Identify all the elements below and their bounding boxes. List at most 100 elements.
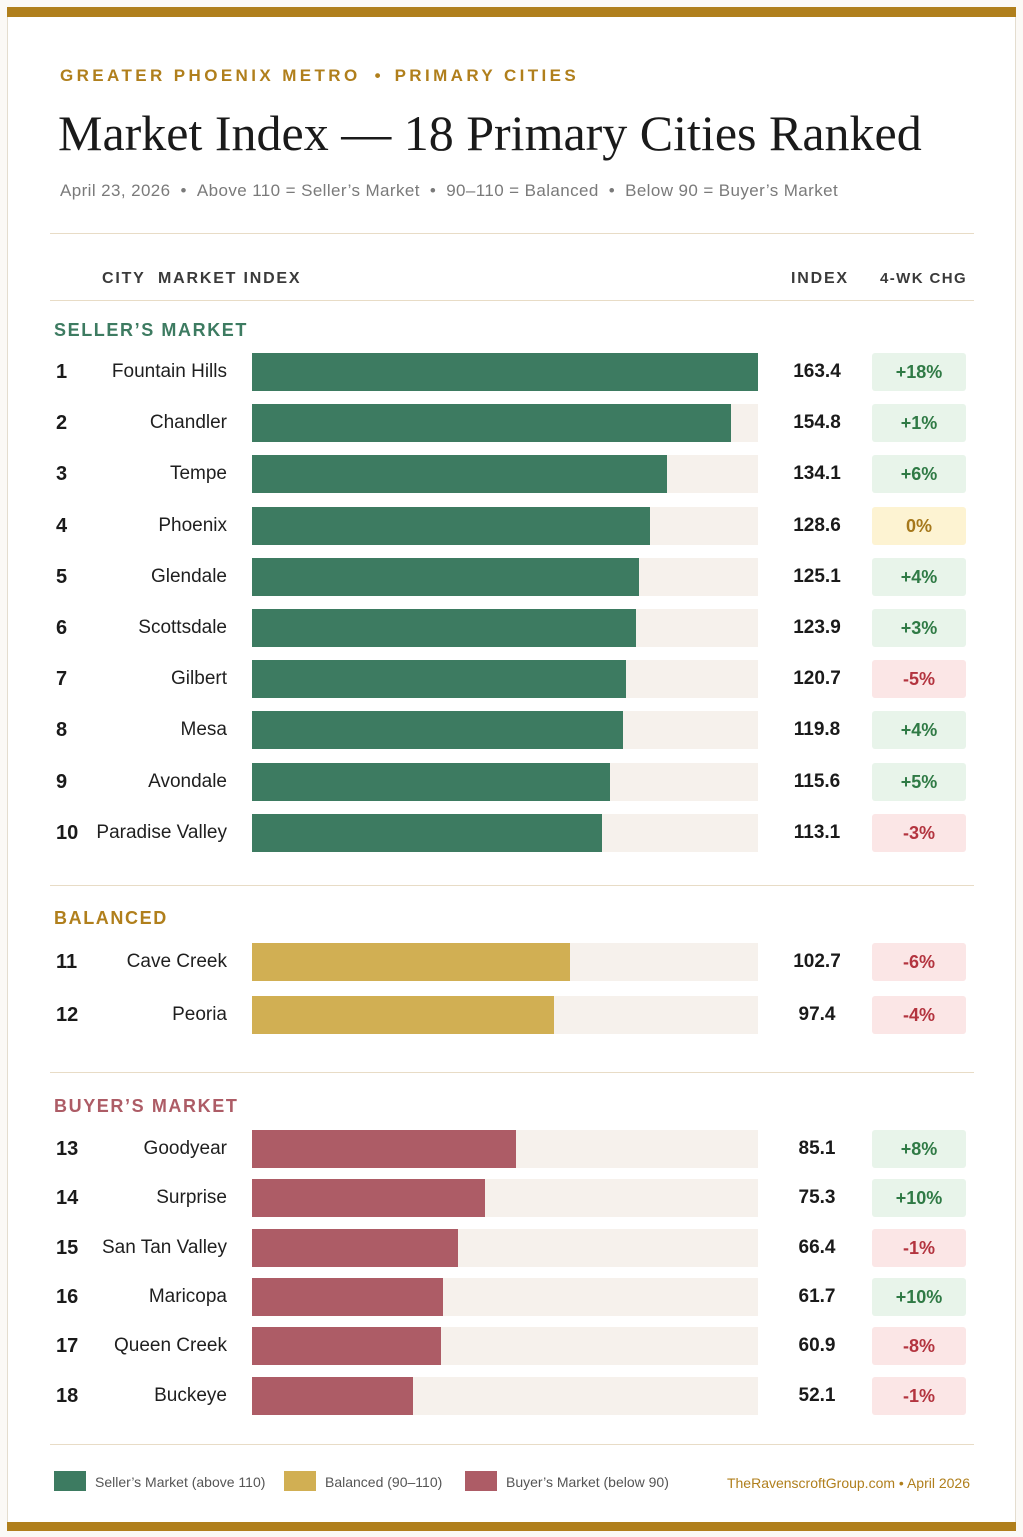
section-label-buyer: BUYER’S MARKET: [54, 1096, 239, 1116]
bottom-accent-bar: [7, 1522, 1016, 1531]
section-divider: [50, 1072, 974, 1073]
index-value: 125.1: [793, 565, 841, 587]
bar-buyer: [252, 1277, 443, 1316]
city-label: Phoenix: [158, 514, 227, 536]
index-value: 120.7: [793, 668, 841, 690]
bar-track: [252, 1376, 758, 1415]
rank-label: 6: [56, 617, 68, 639]
bar-buyer: [252, 1130, 516, 1168]
legend-swatch-seller: [54, 1471, 86, 1491]
subtitle-seller-rule: Above 110 = Seller’s Market: [196, 181, 420, 200]
bar-track: [252, 1179, 758, 1218]
city-label: Queen Creek: [113, 1335, 227, 1357]
city-label: Fountain Hills: [111, 361, 227, 382]
table-row: 13 Goodyear 85.1 +8%: [0, 1130, 1023, 1168]
bar-track: [252, 943, 758, 981]
subtitle-date: April 23, 2026: [60, 181, 171, 200]
column-header-index: INDEX: [791, 270, 849, 287]
city-label: Mesa: [180, 719, 227, 741]
city-label: Cave Creek: [126, 951, 227, 972]
table-row: 18 Buckeye 52.1 -1%: [0, 1376, 1023, 1415]
footer-site: TheRavenscroftGroup.com: [726, 1475, 896, 1491]
footer-credit: TheRavenscroftGroup.com • April 2026: [727, 1475, 970, 1491]
index-value: 123.9: [793, 617, 841, 638]
table-row: 6 Scottsdale 123.9 +3%: [0, 609, 1023, 647]
table-row: 17 Queen Creek 60.9 -8%: [0, 1327, 1023, 1366]
index-value: 60.9: [798, 1335, 836, 1357]
rank-label: 18: [56, 1384, 79, 1407]
legend-label-seller: Seller’s Market (above 110): [95, 1474, 266, 1490]
subtitle-separator: •: [429, 181, 437, 200]
rank-label: 16: [56, 1285, 79, 1308]
bar-seller: [252, 404, 731, 443]
legend-swatch-buyer: [465, 1471, 497, 1491]
change-badge: +5%: [872, 762, 966, 801]
bar-seller: [252, 455, 667, 494]
change-badge: +18%: [872, 353, 966, 391]
bar-buyer: [252, 1228, 458, 1267]
subtitle-buyer-rule: Below 90 = Buyer’s Market: [625, 181, 839, 200]
index-value: 163.4: [793, 361, 841, 382]
bar-seller: [252, 813, 602, 852]
bar-balanced: [252, 996, 554, 1034]
rank-label: 12: [56, 1004, 79, 1026]
city-label: Scottsdale: [138, 617, 227, 638]
table-row: 11 Cave Creek 102.7 -6%: [0, 943, 1023, 981]
rank-label: 1: [56, 361, 68, 383]
bar-track: [252, 1130, 758, 1168]
bar-track: [252, 455, 758, 494]
rank-label: 2: [56, 412, 68, 435]
bar-track: [252, 353, 758, 391]
city-label: Surprise: [156, 1187, 227, 1209]
city-label: Paradise Valley: [96, 821, 227, 843]
table-row: 15 San Tan Valley 66.4 -1%: [0, 1228, 1023, 1267]
bar-seller: [252, 353, 758, 391]
change-badge: +8%: [872, 1130, 966, 1168]
index-value: 119.8: [793, 719, 841, 741]
index-value: 52.1: [798, 1384, 836, 1406]
city-label: Goodyear: [143, 1138, 227, 1159]
rank-label: 11: [56, 951, 78, 973]
table-row: 12 Peoria 97.4 -4%: [0, 996, 1023, 1034]
change-badge: +4%: [872, 711, 966, 750]
change-badge: -1%: [872, 1376, 966, 1415]
bar-seller: [252, 506, 650, 545]
legend: Seller’s Market (above 110) Balanced (90–…: [0, 1471, 1023, 1495]
table-row: 10 Paradise Valley 113.1 -3%: [0, 813, 1023, 852]
table-row: 14 Surprise 75.3 +10%: [0, 1179, 1023, 1218]
index-value: 134.1: [793, 463, 841, 485]
table-row: 5 Glendale 125.1 +4%: [0, 557, 1023, 596]
city-label: Glendale: [150, 565, 227, 587]
bar-seller: [252, 557, 639, 596]
section-label-balanced: BALANCED: [54, 908, 168, 928]
index-value: 102.7: [793, 951, 841, 972]
rank-label: 17: [56, 1335, 79, 1358]
bar-track: [252, 996, 758, 1034]
table-row: 3 Tempe 134.1 +6%: [0, 455, 1023, 494]
table-row: 9 Avondale 115.6 +5%: [0, 762, 1023, 801]
subtitle-balanced-rule: 90–110 = Balanced: [446, 181, 599, 200]
city-label: Buckeye: [154, 1384, 227, 1406]
eyebrow-category: PRIMARY CITIES: [394, 66, 580, 85]
rank-label: 14: [56, 1187, 79, 1210]
index-value: 97.4: [798, 1004, 836, 1025]
section-label-seller: SELLER’S MARKET: [54, 320, 249, 340]
bar-seller: [252, 660, 626, 699]
city-label: Chandler: [149, 412, 227, 434]
table-row: 2 Chandler 154.8 +1%: [0, 404, 1023, 443]
city-label: Tempe: [169, 463, 227, 485]
change-badge: -1%: [872, 1228, 966, 1267]
top-accent-bar: [7, 7, 1016, 17]
bar-track: [252, 404, 758, 443]
index-value: 61.7: [798, 1285, 836, 1307]
footer-date: April 2026: [906, 1475, 970, 1491]
bar-buyer: [252, 1179, 485, 1218]
legend-label-balanced: Balanced (90–110): [325, 1474, 443, 1490]
city-label: San Tan Valley: [102, 1236, 227, 1258]
change-badge: 0%: [872, 506, 966, 545]
index-value: 66.4: [798, 1236, 836, 1258]
column-header-city: CITY: [102, 270, 146, 287]
subtitle: April 23, 2026 • Above 110 = Seller’s Mark…: [60, 181, 838, 201]
bar-track: [252, 762, 758, 801]
change-badge: +1%: [872, 404, 966, 443]
